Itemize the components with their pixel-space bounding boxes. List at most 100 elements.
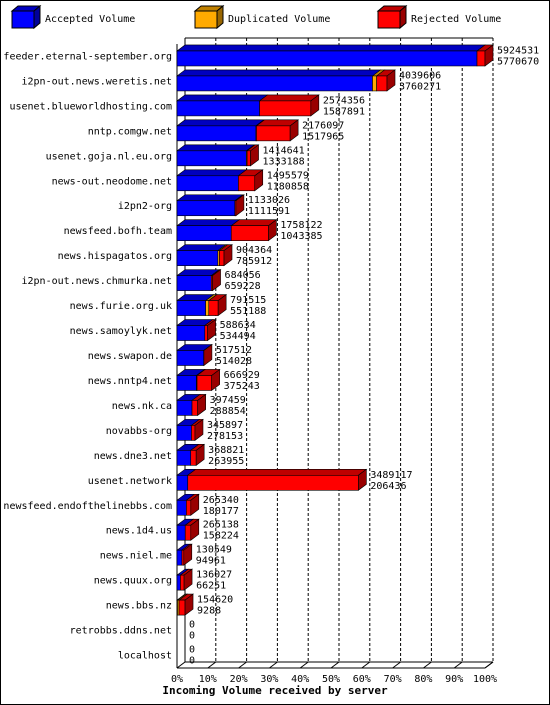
- bar-front: [176, 499, 187, 516]
- y-tick-label: i2pn-out.news.chmurka.net: [21, 276, 172, 287]
- bar-segment: [178, 593, 194, 616]
- bar-front: [176, 250, 219, 266]
- total-label: 0: [189, 620, 195, 631]
- y-tick-label: retrobbs.ddns.net: [70, 626, 172, 637]
- y-tick-label: news.nk.ca: [112, 401, 172, 412]
- bar-side: [197, 393, 206, 417]
- bar-side: [250, 144, 259, 167]
- bar-side: [254, 169, 264, 192]
- accepted-label: 1043385: [280, 231, 322, 242]
- accepted-label: 1180858: [267, 181, 309, 192]
- legend-label: Duplicated Volume: [228, 14, 330, 25]
- accepted-label: 514028: [216, 356, 252, 367]
- bar-front: [204, 325, 208, 341]
- bar-front: [176, 125, 257, 142]
- bar-top: [176, 44, 486, 52]
- y-tick-label: newsfeed.bofh.team: [64, 226, 172, 237]
- legend-swatch: [11, 10, 35, 29]
- accepted-label: 3760271: [399, 81, 441, 92]
- accepted-label: 0: [189, 631, 195, 642]
- total-label: 791515: [230, 295, 266, 306]
- total-label: 5924531: [497, 45, 539, 56]
- bar-segment: [190, 418, 204, 441]
- bar-side: [358, 468, 367, 491]
- x-tick-label: 30%: [260, 674, 278, 685]
- bar-segment: [233, 194, 245, 217]
- bar-front: [176, 300, 206, 316]
- bar-segment: [185, 493, 200, 516]
- y-tick-label: news.niel.me: [100, 551, 172, 562]
- x-tick: [207, 661, 217, 669]
- x-axis-label: Incoming Volume received by server: [162, 684, 388, 697]
- bar-front: [176, 549, 183, 566]
- x-tick: [392, 661, 401, 669]
- bar-side: [207, 318, 216, 342]
- accepted-label: 551188: [230, 306, 266, 317]
- y-tick-label: news.1d4.us: [106, 526, 172, 537]
- x-tick-label: 20%: [230, 674, 248, 685]
- bar-segment: [176, 369, 206, 391]
- y-tick-label: news.swapon.de: [88, 351, 172, 362]
- accepted-label: 180177: [203, 506, 239, 517]
- accepted-label: 1517965: [302, 131, 344, 142]
- accepted-label: 288854: [210, 406, 246, 417]
- legend-label: Accepted Volume: [45, 14, 135, 25]
- y-tick-label: localhost: [118, 651, 172, 662]
- bar-top: [176, 194, 244, 202]
- bar-front: [238, 175, 256, 192]
- bar-segment: [176, 169, 248, 192]
- bar-front: [176, 574, 181, 591]
- bar-side: [268, 219, 277, 242]
- total-label: 154620: [197, 595, 233, 606]
- bar-front: [176, 524, 186, 541]
- bar-top: [258, 94, 320, 102]
- x-tick-label: 100%: [473, 674, 497, 685]
- bar-front: [196, 375, 212, 391]
- accepted-label: 66251: [196, 581, 226, 592]
- bar-segment: [184, 518, 200, 541]
- bar-side: [190, 518, 200, 541]
- bar-front: [376, 75, 388, 92]
- bar-segment: [186, 468, 368, 491]
- bar-segment: [176, 319, 214, 341]
- bar-front: [176, 200, 236, 217]
- x-tick-label: 10%: [199, 674, 217, 685]
- total-label: 345897: [207, 420, 243, 431]
- total-label: 265138: [203, 520, 239, 531]
- bar-segment: [230, 219, 278, 242]
- x-tick-label: 0%: [171, 674, 183, 685]
- bar-top: [176, 69, 382, 77]
- x-tick-label: 40%: [291, 674, 309, 685]
- y-tick-label: news.samoylyk.net: [70, 326, 172, 337]
- bar-segment: [176, 119, 265, 142]
- bar-top: [176, 244, 227, 251]
- bar-front: [246, 150, 251, 167]
- bar-front: [176, 275, 212, 291]
- bar-front: [208, 300, 219, 316]
- y-tick-label: i2pn-out.news.weretis.net: [21, 76, 172, 87]
- total-label: 136027: [196, 570, 232, 581]
- total-label: 2574356: [323, 95, 365, 106]
- y-tick-label: news.nntp4.net: [88, 376, 172, 387]
- bar-front: [219, 250, 225, 266]
- x-tick: [176, 661, 186, 669]
- bar-front: [205, 300, 210, 316]
- bar-segment: [179, 568, 193, 591]
- bar-segment: [246, 144, 260, 167]
- bar-side: [211, 368, 220, 392]
- bar-segment: [202, 343, 213, 367]
- accepted-label: 0: [189, 656, 195, 667]
- x-tick: [299, 661, 309, 669]
- bar-segment: [237, 169, 264, 192]
- accepted-label: 534494: [220, 331, 256, 342]
- x-tick: [453, 661, 463, 669]
- legend-swatch: [194, 10, 218, 29]
- bar-front: [191, 400, 198, 416]
- bar-side: [217, 293, 227, 317]
- bar-segment: [176, 44, 486, 67]
- bar-front: [178, 599, 186, 616]
- accepted-label: 263955: [208, 456, 244, 467]
- y-tick-label: news.hispagatos.org: [58, 251, 172, 262]
- bar-top: [176, 144, 256, 152]
